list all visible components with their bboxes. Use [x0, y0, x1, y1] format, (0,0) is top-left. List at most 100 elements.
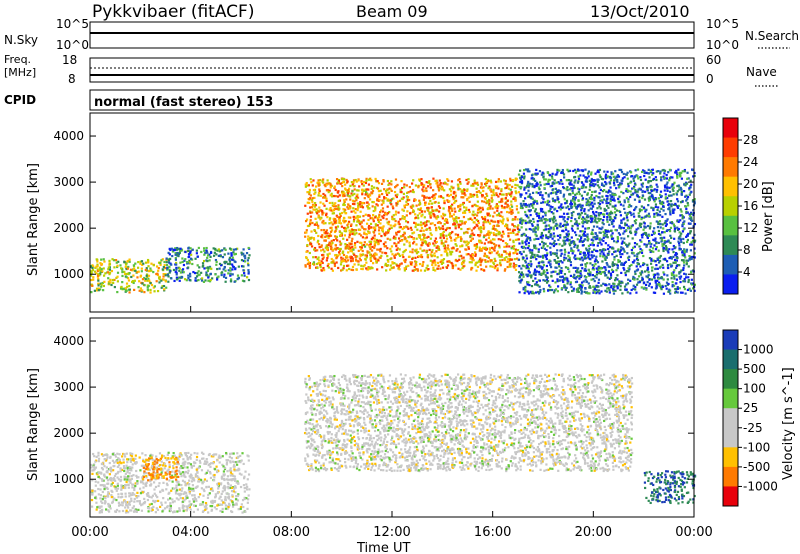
echo-cell	[543, 178, 546, 181]
echo-cell	[525, 205, 528, 208]
echo-cell	[229, 280, 233, 283]
echo-cell	[475, 223, 478, 226]
echo-cell	[323, 204, 326, 207]
echo-cell	[510, 203, 513, 206]
echo-cell	[165, 257, 168, 260]
echo-cell	[409, 250, 412, 253]
echo-cell	[649, 225, 652, 228]
echo-cell	[466, 188, 469, 191]
echo-cell	[675, 264, 678, 268]
echo-cell	[680, 190, 683, 193]
echo-cell	[679, 275, 683, 278]
echo-cell	[450, 190, 453, 193]
echo-cell	[630, 248, 633, 252]
echo-cell	[522, 219, 525, 222]
echo-cell	[492, 262, 496, 265]
echo-cell	[522, 250, 525, 253]
echo-cell	[523, 177, 526, 180]
echo-cell	[567, 230, 570, 233]
echo-cell	[601, 201, 604, 204]
echo-cell	[493, 211, 496, 214]
echo-cell	[458, 255, 461, 258]
echo-cell	[557, 263, 560, 266]
echo-cell	[663, 222, 666, 225]
echo-cell	[606, 204, 609, 207]
echo-cell	[556, 249, 559, 252]
echo-cell	[646, 276, 649, 279]
echo-cell	[652, 291, 656, 294]
echo-cell	[676, 291, 679, 294]
echo-cell	[448, 212, 452, 215]
echo-cell	[525, 239, 528, 242]
echo-cell	[99, 271, 102, 274]
echo-cell	[409, 261, 412, 264]
echo-cell	[604, 289, 607, 292]
echo-cell	[682, 228, 685, 231]
echo-cell	[514, 183, 517, 187]
echo-cell	[423, 221, 427, 224]
echo-cell	[605, 212, 609, 215]
echo-cell	[576, 181, 579, 184]
echo-cell	[216, 267, 219, 271]
echo-cell	[202, 259, 206, 263]
echo-cell	[437, 189, 441, 192]
echo-cell	[584, 269, 587, 272]
echo-cell	[365, 177, 368, 180]
echo-cell	[586, 214, 589, 217]
echo-cell	[566, 186, 569, 189]
echo-cell	[578, 274, 582, 278]
echo-cell	[596, 244, 599, 247]
echo-cell	[519, 206, 523, 210]
echo-cell	[187, 246, 190, 250]
echo-cell	[175, 263, 178, 266]
echo-cell	[670, 185, 673, 188]
echo-cell	[447, 179, 450, 182]
echo-cell	[326, 253, 329, 256]
echo-cell	[684, 273, 688, 276]
echo-cell	[555, 227, 559, 230]
echo-cell	[472, 195, 475, 198]
echo-cell	[443, 244, 447, 247]
echo-cell	[449, 251, 453, 255]
echo-cell	[580, 288, 583, 292]
echo-cell	[206, 251, 209, 254]
echo-cell	[612, 240, 616, 243]
echo-cell	[581, 216, 585, 219]
echo-cell	[124, 265, 127, 269]
echo-cell	[650, 259, 653, 262]
echo-cell	[196, 255, 199, 258]
echo-cell	[304, 264, 307, 267]
echo-cell	[312, 256, 315, 259]
echo-cell	[395, 243, 398, 246]
echo-cell	[509, 179, 512, 182]
echo-cell	[200, 271, 203, 274]
echo-cell	[593, 215, 597, 218]
echo-cell	[323, 269, 326, 272]
echo-cell	[670, 277, 673, 280]
echo-cell	[498, 232, 502, 235]
echo-cell	[343, 192, 346, 195]
echo-cell	[603, 209, 606, 212]
echo-cell	[107, 277, 110, 280]
echo-cell	[308, 201, 311, 204]
echo-cell	[532, 227, 536, 231]
echo-cell	[381, 266, 384, 269]
echo-cell	[689, 186, 692, 189]
echo-cell	[546, 218, 549, 222]
echo-cell	[435, 229, 438, 232]
echo-cell	[425, 196, 428, 199]
echo-cell	[602, 255, 605, 258]
echo-cell	[663, 247, 666, 250]
echo-cell	[90, 291, 93, 294]
echo-cell	[582, 239, 585, 243]
cpid-frame	[89, 89, 695, 111]
echo-cell	[437, 201, 440, 204]
echo-cell	[411, 251, 414, 254]
echo-cell	[455, 221, 459, 224]
echo-cell	[373, 246, 376, 250]
echo-cell	[462, 261, 465, 264]
echo-cell	[628, 227, 631, 230]
echo-cell	[465, 248, 468, 251]
echo-cell	[551, 206, 554, 209]
echo-cell	[383, 232, 386, 235]
